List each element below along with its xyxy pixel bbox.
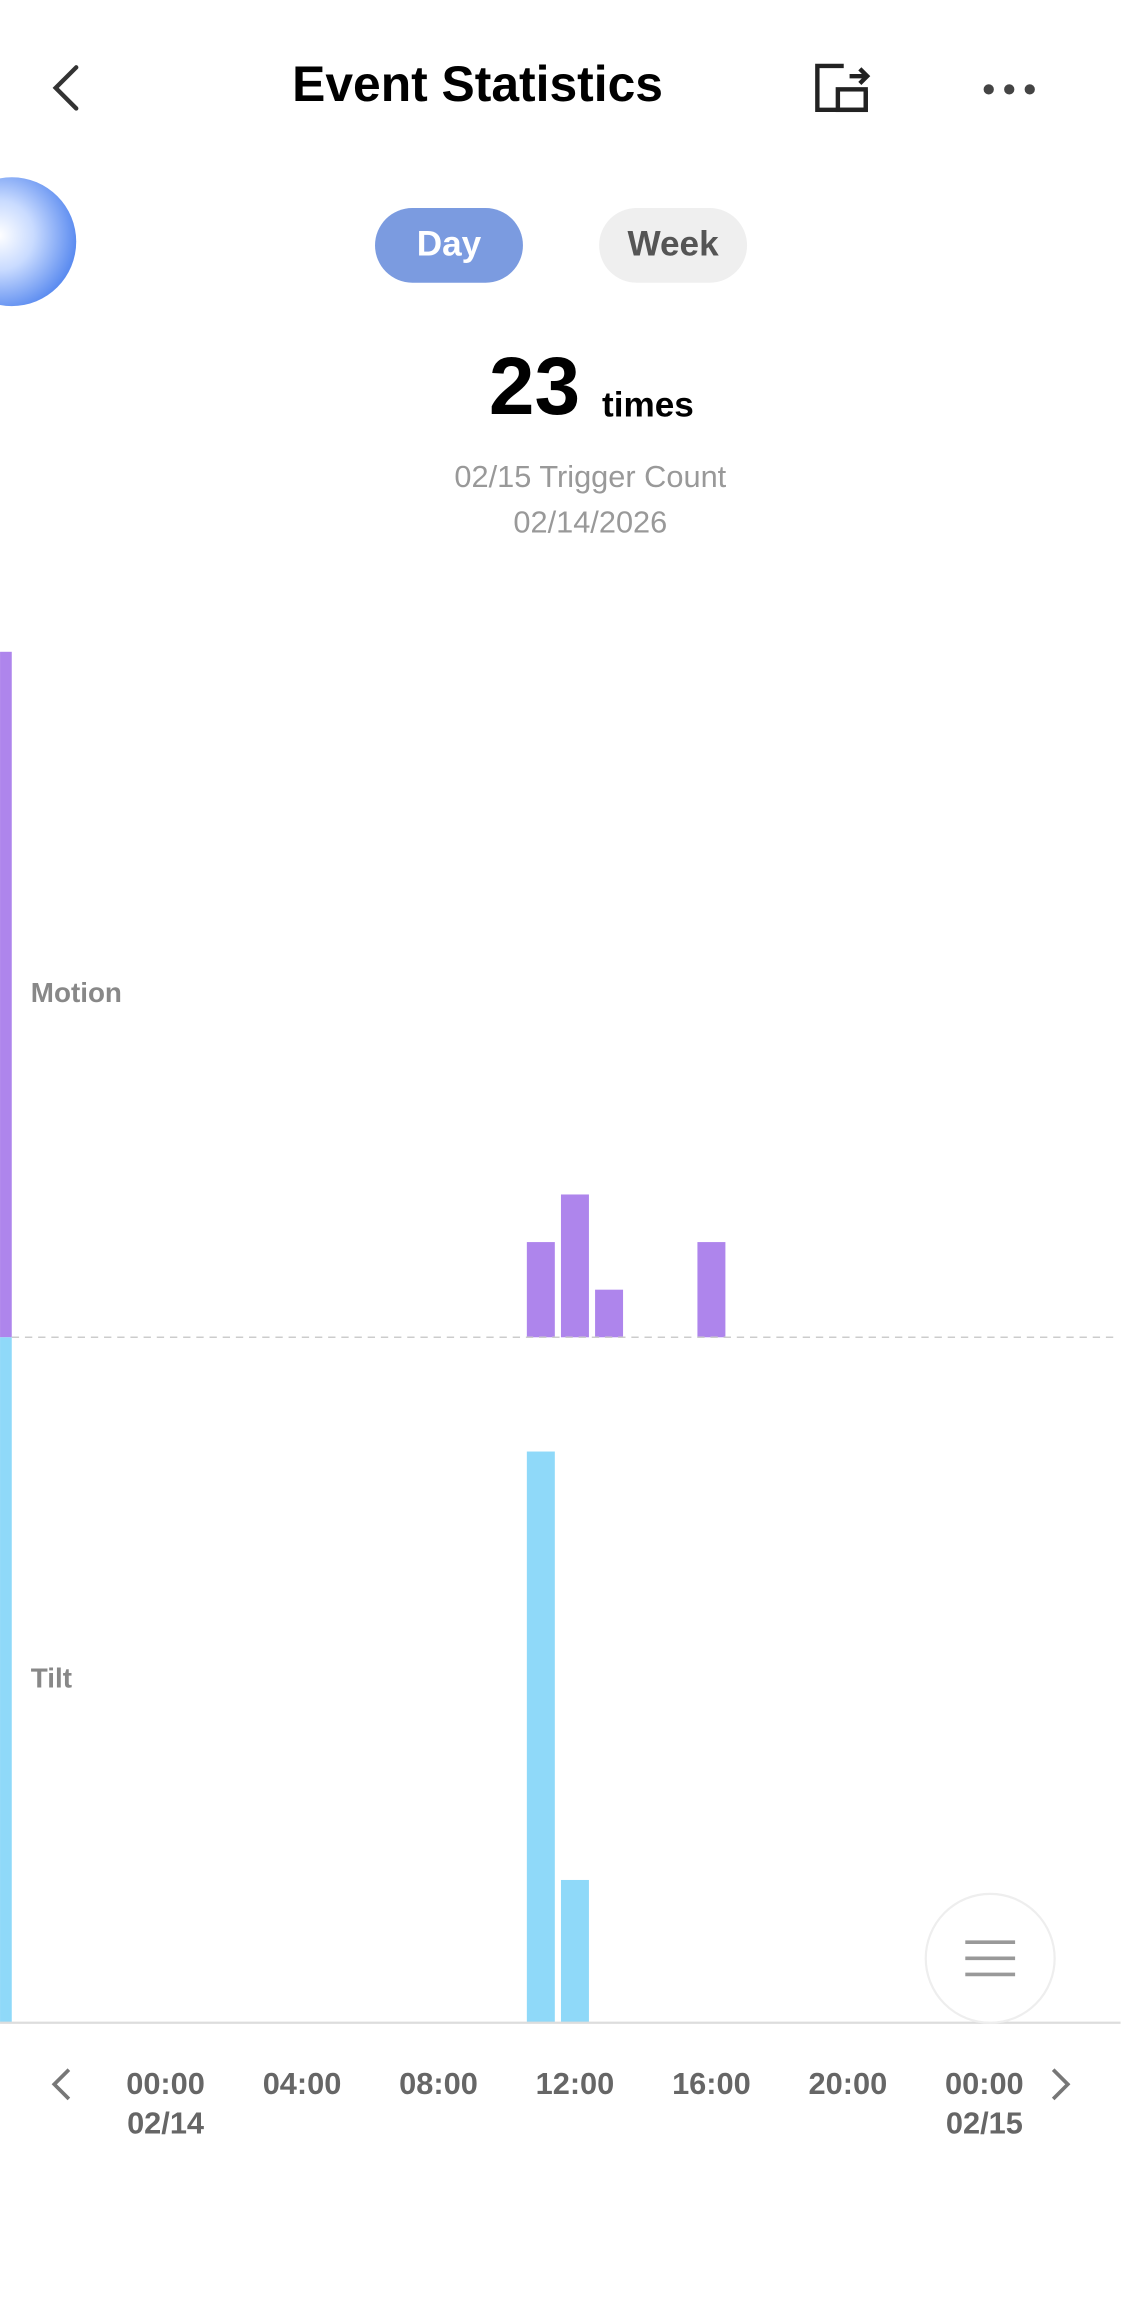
more-button[interactable]: [983, 84, 1035, 95]
x-tick-label: 04:00: [263, 2066, 342, 2101]
x-tick-label: 12:00: [536, 2066, 615, 2101]
menu-button[interactable]: [924, 1892, 1056, 2024]
device-avatar: [0, 177, 77, 307]
bar: [526, 1451, 555, 2023]
count-date: 02/14/2026: [513, 504, 667, 539]
series-stripe: [0, 1337, 12, 2023]
prev-day[interactable]: [51, 2068, 71, 2101]
page-title: Event Statistics: [292, 56, 663, 112]
day-tab-label[interactable]: Day: [417, 224, 482, 263]
bar: [595, 1289, 624, 1338]
x-tick-label: 08:00: [399, 2066, 478, 2101]
x-date-label: 02/15: [946, 2105, 1023, 2140]
export-icon[interactable]: [815, 63, 871, 113]
series-label: Motion: [31, 977, 122, 1008]
back-button[interactable]: [52, 65, 79, 111]
bar: [560, 1879, 589, 2023]
x-date-label: 02/14: [127, 2105, 204, 2140]
chart: Motion Tilt 00:00 04:00 08:00 12:00 16:00 20:00…: [0, 651, 1121, 2140]
bar: [697, 1242, 726, 1338]
x-tick-label: 16:00: [672, 2066, 751, 2101]
trigger-count: 23: [489, 341, 580, 432]
x-tick-label: 20:00: [809, 2066, 888, 2101]
series-stripe: [0, 651, 12, 1338]
x-tick-label: 00:00: [126, 2066, 205, 2101]
week-tab[interactable]: [599, 207, 748, 283]
bar: [560, 1194, 589, 1338]
x-tick-label: 00:00: [945, 2066, 1024, 2101]
next-day[interactable]: [1051, 2068, 1071, 2101]
bar: [526, 1242, 555, 1338]
count-unit: times: [602, 385, 694, 424]
series-label: Tilt: [31, 1662, 72, 1693]
day-tab[interactable]: [375, 207, 523, 283]
count-subtitle: 02/15 Trigger Count: [454, 459, 726, 494]
week-tab-label[interactable]: Week: [628, 224, 720, 263]
